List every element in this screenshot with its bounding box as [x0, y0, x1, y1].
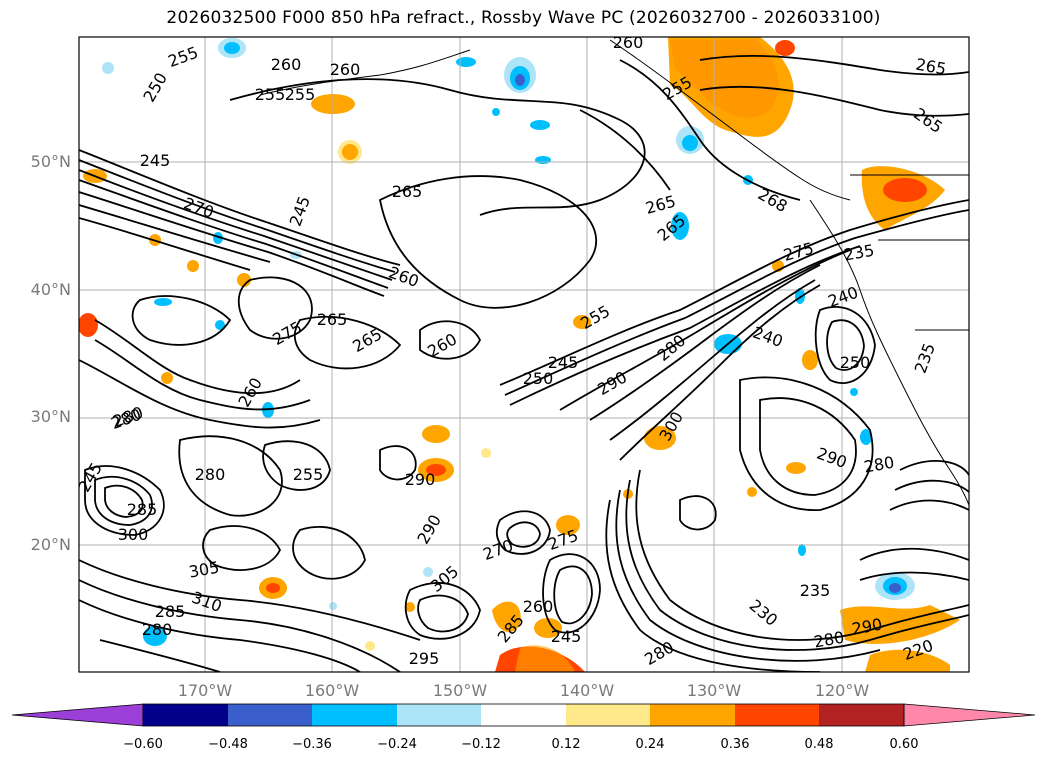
- contour-label: 300: [118, 525, 149, 544]
- contour-label: 310: [189, 588, 224, 616]
- coastlines: [259, 39, 969, 506]
- colorbar-tick-label: −0.48: [208, 737, 248, 752]
- contour-label: 280: [654, 331, 690, 365]
- contour-label: 275: [269, 317, 305, 349]
- colorbar-segment: [228, 704, 312, 726]
- contour-label: 268: [755, 184, 791, 216]
- contour-label: 270: [481, 536, 516, 564]
- contour-label: 255: [285, 85, 316, 104]
- lat-label-50n: 50°N: [30, 152, 71, 171]
- colorbar-segment: [566, 704, 650, 726]
- lon-label-140w: 140°W: [559, 681, 615, 700]
- colorbar-tick-label: −0.24: [377, 737, 417, 752]
- contour-label: 245: [286, 194, 314, 229]
- contour-label: 265: [910, 104, 946, 137]
- colorbar-extend-min: [11, 703, 144, 727]
- colorbar-segment: [819, 704, 904, 726]
- contour-label: 230: [746, 596, 782, 630]
- lat-lon-grid: [79, 37, 969, 672]
- contour-label: 280: [109, 405, 144, 433]
- contour-label: 240: [826, 283, 861, 311]
- contour-label: 235: [842, 241, 875, 265]
- contour-label: 260: [523, 597, 554, 616]
- contour-label: 285: [127, 500, 158, 519]
- colorbar-segment: [650, 704, 735, 726]
- colorbar-tick-label: 0.24: [635, 737, 665, 752]
- contour-label: 280: [195, 465, 226, 484]
- colorbar-tick-label: 0.12: [551, 737, 581, 752]
- colorbar-tick-label: −0.12: [461, 737, 501, 752]
- colorbar-segment: [481, 704, 566, 726]
- contour-label: 305: [187, 558, 220, 582]
- colorbar-tick-label: 0.36: [720, 737, 750, 752]
- contour-label: 260: [386, 263, 421, 291]
- contour-label: 290: [814, 444, 849, 472]
- contour-label: 265: [392, 182, 423, 201]
- contour-label: 235: [911, 341, 939, 376]
- contour-label: 245: [548, 353, 579, 372]
- contour-label: 245: [551, 627, 582, 646]
- lat-label-30n: 30°N: [30, 407, 71, 426]
- contour-label: 255: [166, 43, 201, 71]
- lon-label-150w: 150°W: [432, 681, 488, 700]
- contour-label: 260: [613, 33, 644, 52]
- contour-label: 250: [139, 69, 171, 105]
- contour-label: 280: [142, 620, 173, 639]
- colorbar-outline: [142, 703, 905, 727]
- colorbar-segment: [735, 704, 819, 726]
- lon-label-170w: 170°W: [177, 681, 233, 700]
- contour-label: 305: [427, 562, 463, 596]
- lat-label-40n: 40°N: [30, 280, 71, 299]
- contour-label: 275: [781, 239, 815, 265]
- contour-label: 280: [641, 637, 677, 669]
- map-title: 2026032500 F000 850 hPa refract., Rossby…: [166, 8, 881, 28]
- lon-label-160w: 160°W: [304, 681, 360, 700]
- contour-label: 265: [914, 55, 947, 79]
- colorbar-segment: [397, 704, 481, 726]
- colorbar-extend-max: [903, 703, 1036, 727]
- colorbar-tick-label: −0.36: [292, 737, 332, 752]
- contour-label: 250: [840, 353, 871, 372]
- contour-label: 280: [812, 628, 845, 652]
- colorbar-tick-label: 0.60: [889, 737, 919, 752]
- lon-label-120w: 120°W: [814, 681, 870, 700]
- contour-label: 285: [155, 602, 186, 621]
- contour-label: 265: [317, 310, 348, 329]
- contour-label: 255: [293, 465, 324, 484]
- plot-frame: [78, 36, 970, 673]
- contour-label: 240: [750, 323, 785, 351]
- colorbar-tick-label: −0.60: [123, 737, 163, 752]
- lon-label-130w: 130°W: [686, 681, 742, 700]
- contour-label: 290: [405, 470, 436, 489]
- colorbar-segment: [143, 704, 228, 726]
- contour-label: 280: [862, 453, 895, 477]
- contour-label: 245: [140, 151, 171, 170]
- contour-label: 260: [330, 60, 361, 79]
- colorbar-segment: [312, 704, 397, 726]
- anomaly-shading: [79, 37, 960, 672]
- colorbar: [11, 703, 1036, 727]
- contour-label: 255: [255, 85, 286, 104]
- contour-label: 235: [800, 581, 831, 600]
- refractivity-contours: [79, 54, 969, 672]
- lat-label-20n: 20°N: [30, 535, 71, 554]
- contour-label: 260: [271, 55, 302, 74]
- contour-label: 295: [409, 649, 440, 668]
- colorbar-tick-label: 0.48: [804, 737, 834, 752]
- contour-label: 250: [523, 369, 554, 388]
- contour-label: 290: [413, 511, 445, 547]
- contour-label: 265: [349, 324, 385, 356]
